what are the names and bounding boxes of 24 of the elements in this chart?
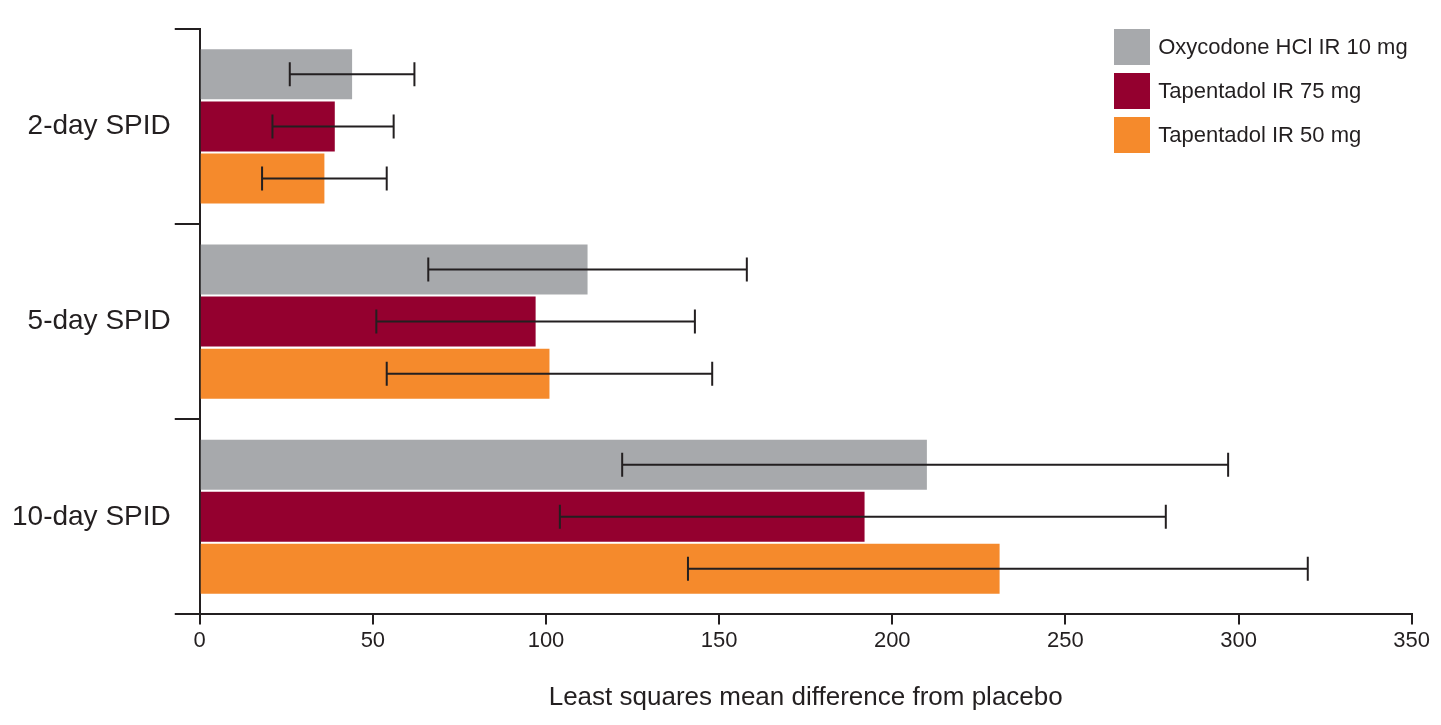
bar xyxy=(200,491,865,542)
x-tick-label: 350 xyxy=(1393,626,1431,652)
x-tick-label: 200 xyxy=(873,626,911,652)
bar xyxy=(200,153,325,204)
y-tick-label: 5-day SPID xyxy=(27,304,171,336)
bar xyxy=(200,348,550,399)
y-tick-label: 10-day SPID xyxy=(11,499,171,531)
x-tick-label: 150 xyxy=(700,626,738,652)
legend-label: Tapentadol IR 75 mg xyxy=(1158,77,1362,104)
x-tick-label: 100 xyxy=(527,626,565,652)
y-tick-label: 2-day SPID xyxy=(27,109,171,141)
x-axis-title: Least squares mean difference from placebo xyxy=(548,680,1063,711)
bar xyxy=(200,439,927,490)
bar xyxy=(200,296,536,347)
x-tick-label: 300 xyxy=(1220,626,1257,652)
bar xyxy=(200,49,353,100)
bar xyxy=(200,244,588,295)
x-tick-label: 250 xyxy=(1047,626,1084,652)
legend-label: Tapentadol IR 50 mg xyxy=(1158,121,1362,148)
bar xyxy=(200,543,1000,594)
bar xyxy=(200,101,335,152)
x-tick-label: 50 xyxy=(360,626,386,652)
x-tick-label: 0 xyxy=(193,626,206,652)
legend-label: Oxycodone HCl IR 10 mg xyxy=(1158,33,1408,60)
